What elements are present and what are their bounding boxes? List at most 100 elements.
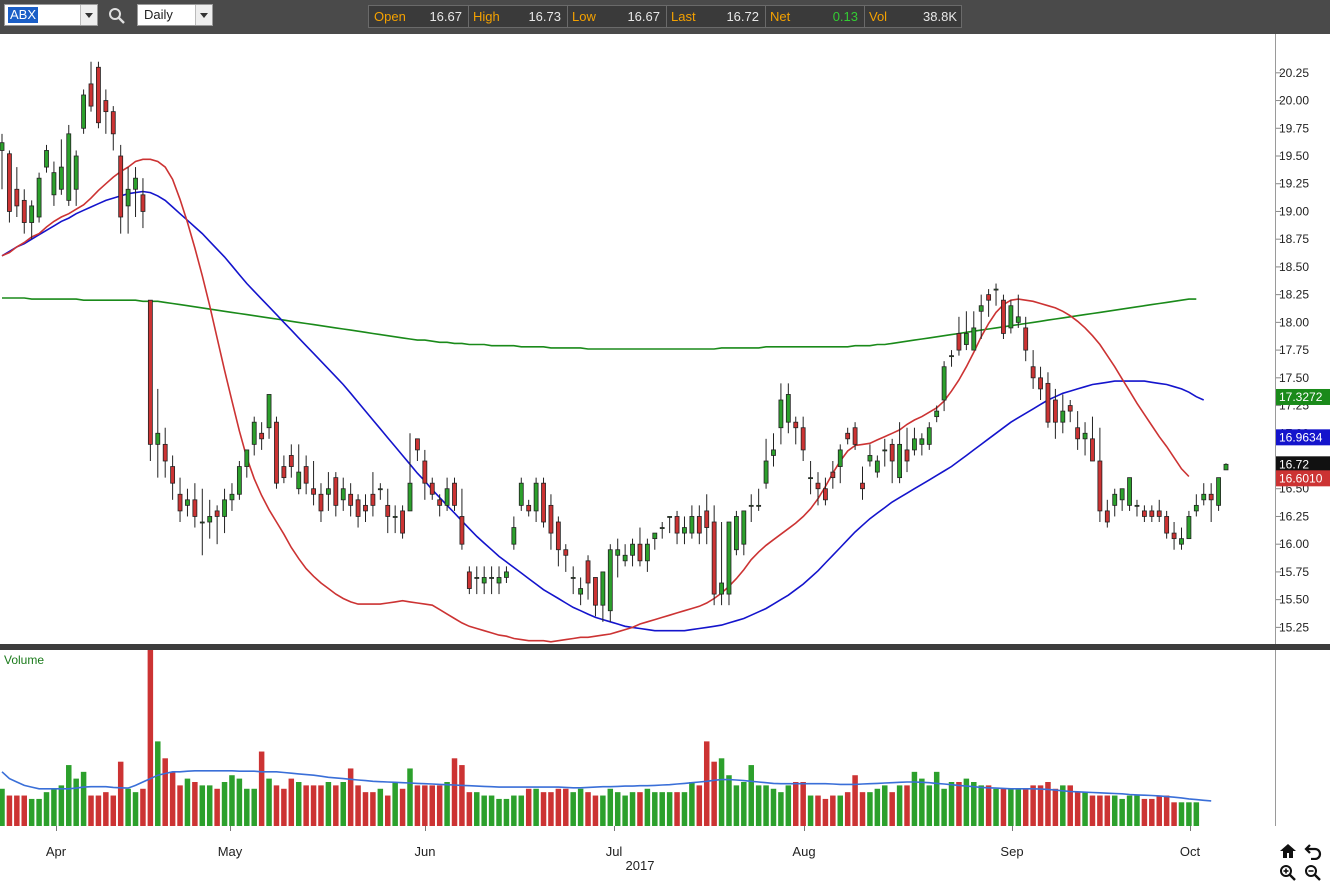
search-icon[interactable] xyxy=(108,7,126,25)
candle xyxy=(763,438,769,489)
volume-bar xyxy=(288,778,295,826)
candle-body xyxy=(0,142,5,151)
candle xyxy=(963,311,969,351)
quote-value-last: 16.72 xyxy=(726,9,759,24)
symbol-dropdown-button[interactable] xyxy=(80,5,97,25)
candle xyxy=(311,461,316,506)
volume-bar xyxy=(518,795,525,826)
candle xyxy=(363,494,368,522)
candle-body xyxy=(771,449,776,456)
volume-bar xyxy=(125,788,131,826)
candle-body xyxy=(548,504,554,534)
candle-body xyxy=(481,577,487,584)
home-icon[interactable] xyxy=(1279,842,1297,860)
candle-body xyxy=(1149,510,1155,517)
zoom-in-icon[interactable] xyxy=(1279,864,1297,882)
price-tick-label: 16.00 xyxy=(1279,537,1309,551)
candle xyxy=(325,472,331,511)
volume-bar xyxy=(577,788,584,826)
candle xyxy=(711,505,717,606)
candle xyxy=(518,477,524,511)
candle xyxy=(845,427,851,445)
candle xyxy=(830,461,836,489)
candle-body xyxy=(192,499,198,517)
candle xyxy=(1179,527,1184,550)
candle xyxy=(1075,411,1081,450)
candle-body xyxy=(7,153,12,212)
candle-body xyxy=(162,443,168,462)
candle xyxy=(785,383,791,434)
volume-bar xyxy=(919,778,925,826)
volume-chart[interactable]: 50000K40000K30000K20000K10000K7429K38.8K xyxy=(0,650,1330,826)
candle xyxy=(118,144,124,234)
candle xyxy=(682,516,687,545)
price-chart[interactable]: 20.25 20.00 19.75 19.50 19.25 19.00 18.75 18.50… xyxy=(0,34,1330,644)
candle xyxy=(934,405,940,423)
candle-body xyxy=(207,516,213,523)
volume-bar xyxy=(436,785,443,826)
volume-bar xyxy=(1000,788,1007,826)
volume-bar xyxy=(696,785,703,826)
candle-body xyxy=(756,504,762,507)
volume-bar xyxy=(926,785,933,826)
candle xyxy=(897,422,902,484)
candle-body xyxy=(437,499,443,506)
volume-bar xyxy=(303,785,309,826)
candle-body xyxy=(711,521,717,595)
candle-body xyxy=(303,466,309,484)
candle xyxy=(719,522,724,606)
candle xyxy=(303,455,309,495)
ma200-line xyxy=(2,297,1197,350)
volume-bar xyxy=(80,771,87,826)
volume-bar xyxy=(971,782,977,826)
volume-bar xyxy=(258,751,265,826)
volume-bar xyxy=(1008,788,1014,826)
candle-body xyxy=(103,100,109,113)
volume-bar xyxy=(511,795,517,826)
candle xyxy=(155,388,161,478)
candle-body xyxy=(1001,299,1006,334)
volume-bar xyxy=(807,795,814,826)
interval-select[interactable]: Daily xyxy=(137,4,213,26)
volume-bar xyxy=(703,741,710,826)
candle-body xyxy=(214,510,220,517)
undo-icon[interactable] xyxy=(1304,842,1322,860)
volume-bar xyxy=(1097,795,1103,826)
candle xyxy=(644,538,650,572)
candle-body xyxy=(29,205,35,223)
candle-body xyxy=(36,177,42,218)
candle-body xyxy=(415,438,420,451)
price-tag-bg xyxy=(1276,456,1330,473)
quote-separator xyxy=(468,6,469,27)
volume-bar xyxy=(295,782,302,826)
candle-body xyxy=(526,504,532,512)
candle-body xyxy=(971,327,977,351)
zoom-out-icon[interactable] xyxy=(1304,864,1322,882)
chevron-down-icon[interactable] xyxy=(195,5,212,25)
candle-body xyxy=(763,460,769,484)
symbol-input[interactable]: ABX xyxy=(4,4,98,26)
candle xyxy=(407,433,413,512)
volume-bar xyxy=(466,792,473,826)
pane-divider[interactable] xyxy=(0,644,1330,650)
candle-body xyxy=(274,421,279,484)
candle xyxy=(637,527,643,567)
volume-bar xyxy=(347,768,354,826)
candle xyxy=(726,521,732,606)
candle-body xyxy=(585,560,591,584)
candle xyxy=(125,167,131,234)
candle xyxy=(415,438,420,461)
candle-body xyxy=(73,155,79,190)
ma20-line xyxy=(1,158,1190,643)
candle-body xyxy=(140,194,146,212)
candle-body xyxy=(185,499,190,506)
volume-ma-line xyxy=(1,770,1212,802)
candle xyxy=(1082,422,1088,456)
candle xyxy=(162,427,168,478)
candle-body xyxy=(830,471,836,479)
volume-bar xyxy=(978,785,984,826)
volume-bar xyxy=(629,792,636,826)
quote-label-last: Last xyxy=(671,9,696,24)
volume-bar xyxy=(162,758,168,826)
volume-bar xyxy=(800,782,806,826)
